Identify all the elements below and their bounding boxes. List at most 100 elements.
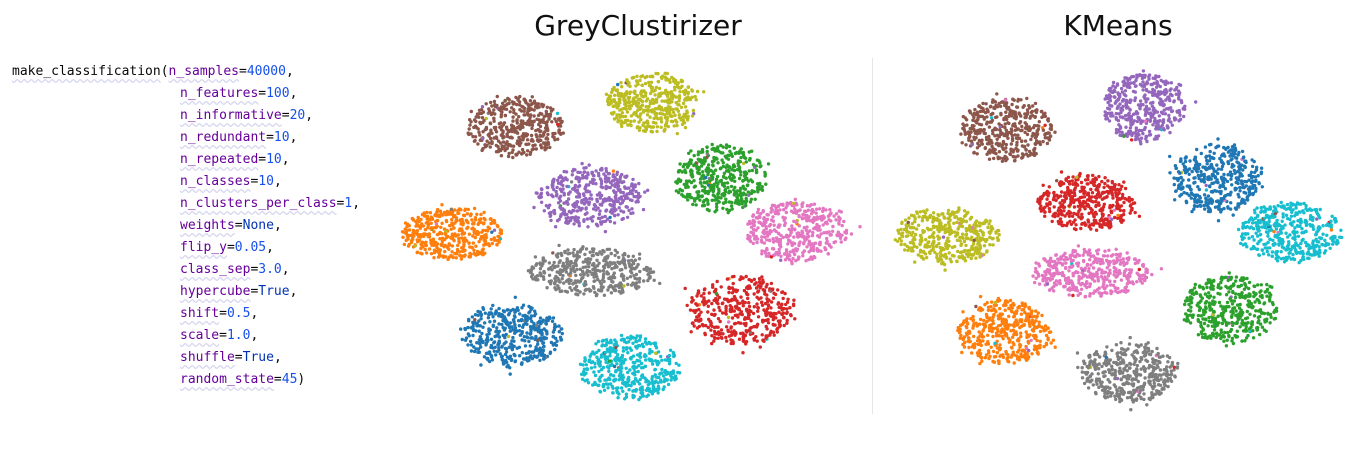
scatter-point [521, 138, 525, 142]
scatter-point [849, 232, 854, 236]
scatter-point [771, 240, 776, 244]
scatter-point [747, 219, 752, 224]
scatter-point [635, 74, 639, 79]
scatter-point [764, 219, 768, 224]
scatter-point [571, 203, 575, 207]
scatter-point [557, 129, 561, 134]
scatter-point [761, 210, 765, 214]
scatter-point [509, 135, 513, 139]
scatter-point [681, 115, 685, 119]
scatter-point [533, 354, 537, 359]
scatter-point [781, 296, 785, 301]
scatter-point [805, 245, 809, 249]
scatter-point [735, 313, 739, 317]
scatter-point [649, 80, 654, 85]
scatter-point [756, 210, 760, 215]
scatter-point [627, 81, 631, 86]
scatter-point [644, 127, 649, 132]
scatter-point [468, 339, 473, 344]
scatter-point [587, 265, 591, 269]
scatter-point [787, 257, 792, 262]
scatter-point [724, 143, 729, 147]
scatter-point [595, 199, 599, 203]
scatter-point [977, 104, 981, 108]
scatter-point [1147, 77, 1151, 81]
scatter-point [720, 301, 724, 306]
scatter-point [730, 316, 735, 320]
scatter-point [721, 206, 725, 210]
scatter-point [690, 95, 694, 100]
scatter-point [523, 344, 528, 348]
scatter-point [1023, 126, 1028, 130]
scatter-point [508, 329, 512, 333]
scatter-point [769, 255, 774, 259]
scatter-point [706, 198, 710, 203]
scatter-point [476, 347, 481, 351]
scatter-point [628, 356, 633, 360]
scatter-point [595, 258, 599, 262]
scatter-point [618, 175, 623, 179]
scatter-point [733, 330, 738, 335]
scatter-point [620, 180, 624, 185]
scatter-point [587, 287, 591, 291]
scatter-point [719, 335, 723, 339]
scatter-point [691, 298, 695, 302]
scatter-point [419, 243, 424, 247]
scatter-point [594, 169, 598, 173]
scatter-point [631, 389, 635, 393]
scatter-point [619, 363, 623, 367]
scatter-point [1007, 121, 1011, 126]
scatter-point [648, 276, 652, 280]
scatter-point [706, 201, 710, 206]
scatter-point [700, 147, 705, 152]
scatter-point [489, 354, 494, 358]
scatter-point [530, 265, 534, 269]
scatter-point [586, 273, 590, 277]
scatter-point [574, 284, 579, 289]
scatter-point [776, 319, 781, 323]
scatter-point [601, 384, 605, 388]
scatter-point [998, 142, 1002, 146]
scatter-point [785, 201, 789, 205]
code-line: scale=1.0, [12, 325, 392, 347]
scatter-point [425, 232, 430, 237]
scatter-point [504, 319, 508, 323]
scatter-point [686, 85, 690, 90]
scatter-point [534, 275, 538, 280]
scatter-point [656, 79, 661, 84]
scatter-point [646, 124, 650, 128]
scatter-point [592, 273, 596, 277]
scatter-point [511, 155, 515, 160]
scatter-point [627, 378, 631, 382]
scatter-point [998, 128, 1002, 132]
scatter-point [829, 233, 833, 237]
scatter-point [1122, 134, 1126, 138]
scatter-point [429, 227, 433, 231]
scatter-point [632, 394, 636, 398]
code-block: make_classification(n_samples=40000, n_fe… [12, 61, 392, 391]
scatter-point [739, 331, 743, 336]
scatter-point [610, 198, 614, 202]
scatter-point [583, 252, 587, 257]
scatter-point [759, 296, 763, 300]
scatter-point [635, 346, 639, 350]
scatter-point [530, 306, 534, 310]
scatter-point [712, 329, 717, 334]
scatter-point [778, 242, 783, 247]
scatter-point [615, 353, 620, 357]
scatter-point [522, 150, 526, 155]
scatter-point [706, 304, 710, 308]
scatter-point [491, 111, 495, 115]
scatter-point [591, 250, 595, 254]
scatter-point [500, 313, 505, 318]
scatter-point [761, 278, 765, 282]
scatter-point [1033, 142, 1038, 146]
scatter-point [554, 189, 558, 194]
scatter-point [428, 211, 433, 215]
scatter-point [629, 258, 634, 262]
scatter-point [772, 247, 776, 251]
scatter-point [573, 269, 577, 274]
scatter-point [591, 177, 595, 182]
code-punct: , [305, 108, 314, 123]
scatter-point [511, 148, 515, 152]
